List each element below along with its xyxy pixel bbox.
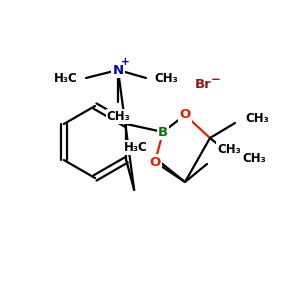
Text: O: O — [149, 155, 161, 169]
Text: CH₃: CH₃ — [242, 152, 266, 166]
Text: H₃C: H₃C — [54, 71, 78, 85]
Text: CH₃: CH₃ — [154, 71, 178, 85]
Text: −: − — [211, 74, 221, 86]
Text: CH₃: CH₃ — [245, 112, 269, 124]
Text: CH₃: CH₃ — [217, 143, 241, 156]
Text: O: O — [179, 109, 191, 122]
Text: Br: Br — [195, 79, 212, 92]
Text: H₃C: H₃C — [124, 141, 148, 154]
Text: N: N — [112, 64, 124, 76]
Text: +: + — [121, 57, 129, 67]
Text: CH₃: CH₃ — [106, 110, 130, 123]
Text: B: B — [158, 125, 168, 139]
